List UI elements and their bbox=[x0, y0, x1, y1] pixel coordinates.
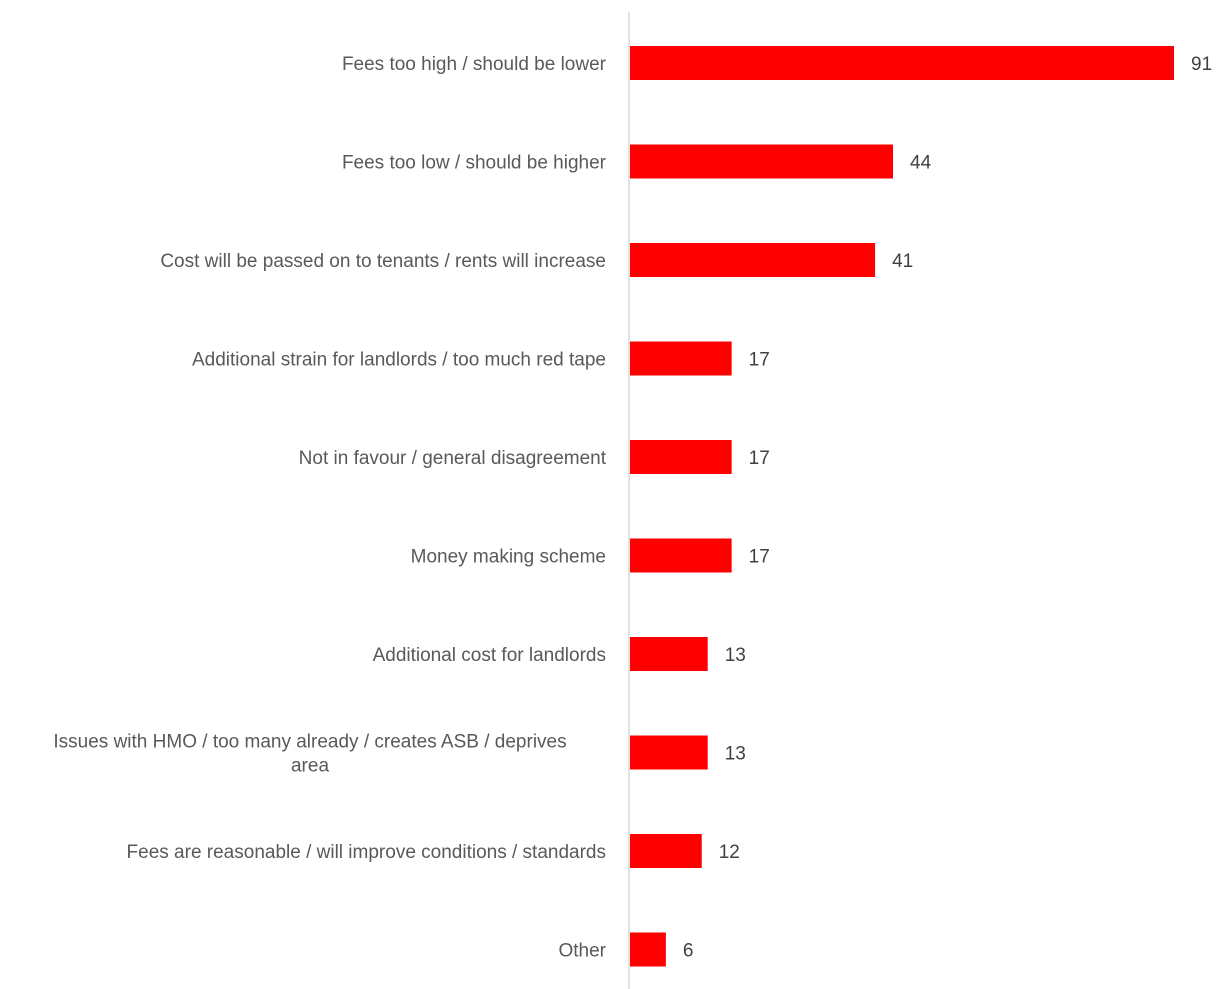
category-label-line: Issues with HMO / too many already / cre… bbox=[53, 732, 566, 753]
bar-9 bbox=[630, 932, 666, 967]
data-label-0: 91 bbox=[1191, 54, 1212, 75]
data-label-9: 6 bbox=[683, 941, 694, 962]
category-label-9: Other bbox=[558, 941, 606, 962]
data-label-8: 12 bbox=[719, 842, 740, 863]
bar-0 bbox=[630, 46, 1174, 80]
bar-6 bbox=[630, 637, 708, 671]
bar-1 bbox=[630, 144, 894, 179]
data-label-7: 13 bbox=[725, 744, 746, 765]
bar-3 bbox=[630, 341, 732, 376]
category-label-8: Fees are reasonable / will improve condi… bbox=[127, 842, 606, 863]
category-label-4: Not in favour / general disagreement bbox=[299, 448, 607, 469]
category-label-0: Fees too high / should be lower bbox=[342, 54, 607, 75]
category-label-2: Cost will be passed on to tenants / rent… bbox=[160, 251, 606, 272]
bar-8 bbox=[630, 834, 702, 868]
category-label-1: Fees too low / should be higher bbox=[342, 153, 607, 174]
bar-2 bbox=[630, 243, 876, 277]
bar-4 bbox=[630, 440, 732, 474]
category-label-5: Money making scheme bbox=[411, 547, 606, 568]
data-label-2: 41 bbox=[892, 251, 913, 272]
data-label-1: 44 bbox=[910, 153, 932, 174]
category-label-6: Additional cost for landlords bbox=[373, 645, 606, 666]
bar-5 bbox=[630, 538, 732, 573]
bar-7 bbox=[630, 735, 708, 770]
category-label-line: area bbox=[291, 756, 329, 777]
data-label-6: 13 bbox=[725, 645, 746, 666]
category-label-3: Additional strain for landlords / too mu… bbox=[192, 350, 606, 371]
category-label-7: Issues with HMO / too many already / cre… bbox=[53, 732, 566, 777]
data-label-3: 17 bbox=[749, 350, 770, 371]
data-label-4: 17 bbox=[749, 448, 770, 469]
data-label-5: 17 bbox=[749, 547, 770, 568]
